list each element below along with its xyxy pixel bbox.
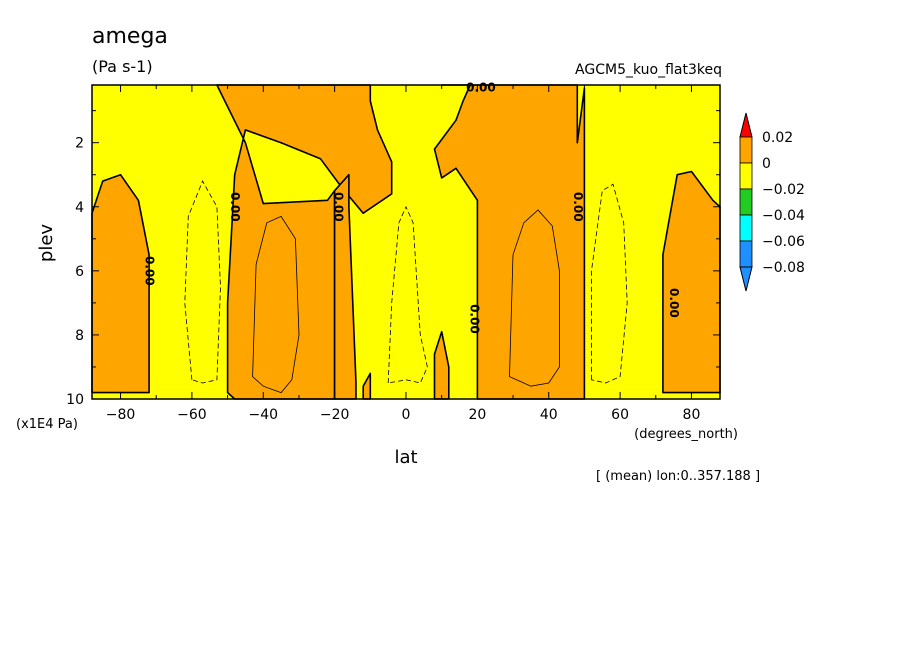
positive-region-5: [433, 330, 450, 400]
colorbar-label: −0.06: [762, 234, 805, 250]
negative-contour-0: [184, 180, 221, 384]
mean-footer: [ (mean) lon:0..357.188 ]: [596, 469, 761, 484]
x-tick-label: −60: [177, 407, 207, 423]
colorbar: 0.02 0 −0.02 −0.04 −0.06 −0.08: [739, 112, 805, 292]
positive-contour-1: [509, 209, 560, 387]
colorbar-label: 0: [762, 156, 771, 172]
contour-label-0: 0.00: [143, 256, 157, 286]
y-tick-label: 6: [75, 264, 84, 280]
contour-label-2: 0.00: [332, 192, 346, 222]
colorbar-bottom-arrow: [739, 266, 753, 292]
y-tick-label: 2: [75, 136, 84, 152]
colorbar-top-arrow: [739, 112, 753, 138]
x-tick-label: 40: [540, 407, 558, 423]
positive-region-3: [433, 84, 586, 400]
chart-units: (Pa s-1): [92, 57, 153, 76]
x-axis-units: (degrees_north): [634, 427, 738, 442]
contour-label-1: 0.00: [228, 192, 242, 222]
y-tick-label: 10: [66, 392, 84, 408]
colorbar-label: −0.08: [762, 260, 805, 276]
contour-label-5: 0.00: [667, 288, 681, 318]
contour-lines: [184, 180, 628, 394]
colorbar-label: −0.02: [762, 182, 805, 198]
colorbar-box-2: [739, 188, 753, 216]
y-tick-label: 8: [75, 328, 84, 344]
contour-label-6: 0.00: [466, 81, 496, 95]
negative-region-bg: [92, 85, 720, 399]
y-axis-label: plev: [36, 224, 57, 263]
y-tick-label: 4: [75, 200, 84, 216]
negative-contour-2: [591, 183, 628, 384]
colorbar-label: 0.02: [762, 130, 793, 146]
y-axis-units: (x1E4 Pa): [16, 417, 78, 432]
x-tick-label: 0: [402, 407, 411, 423]
x-tick-label: 60: [611, 407, 629, 423]
x-tick-label: −80: [106, 407, 136, 423]
run-label: AGCM5_kuo_flat3keq: [575, 62, 722, 78]
positive-region-4: [662, 170, 721, 394]
positive-region-0: [91, 173, 150, 394]
contour-labels: 0.00 0.00 0.00 0.00 0.00 0.00 0.00: [143, 81, 682, 334]
colorbar-box-3: [739, 214, 753, 242]
contour-label-3: 0.00: [467, 304, 481, 334]
x-axis-label: lat: [394, 447, 417, 468]
colorbar-label: −0.04: [762, 208, 805, 224]
x-tick-label: −40: [248, 407, 278, 423]
x-tick-label: 20: [468, 407, 486, 423]
colorbar-box-1: [739, 162, 753, 190]
positive-region-1: [216, 84, 393, 400]
colorbar-box-0: [739, 136, 753, 164]
chart-title: amega: [92, 24, 168, 49]
negative-contour-1: [387, 205, 428, 384]
x-tick-label: 80: [683, 407, 701, 423]
contour-label-4: 0.00: [571, 192, 585, 222]
positive-contour-0: [252, 215, 300, 394]
colorbar-box-4: [739, 240, 753, 268]
y-axis: 2 4 6 8 10: [66, 110, 720, 408]
plot-fills: [91, 84, 721, 400]
x-tick-label: −20: [320, 407, 350, 423]
x-axis: −80 −60 −40 −20 0 20 40 60 80: [106, 85, 701, 423]
